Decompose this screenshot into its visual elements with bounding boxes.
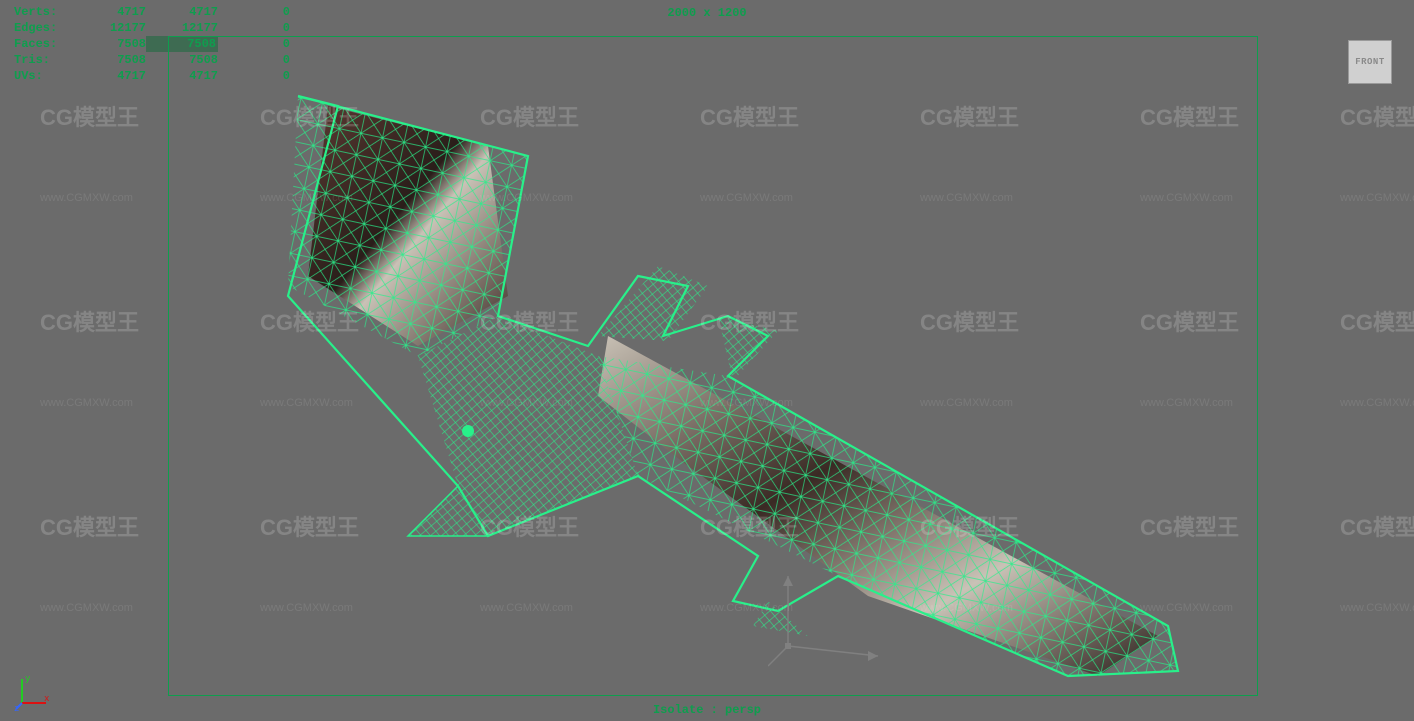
viewport-3d[interactable] <box>168 36 1258 696</box>
watermark-url: www.CGMXW.com <box>40 192 133 204</box>
watermark-logo: CG模型王 <box>1340 510 1414 542</box>
watermark-url: www.CGMXW.com <box>260 192 353 204</box>
watermark-logo: CG模型王 <box>920 510 1019 542</box>
watermark-logo: CG模型王 <box>260 510 359 542</box>
watermark-url: www.CGMXW.com <box>260 397 353 409</box>
axis-x-label: x <box>44 694 49 704</box>
watermark-logo: CG模型王 <box>260 305 359 337</box>
watermark-logo: CG模型王 <box>40 305 139 337</box>
watermark-url: www.CGMXW.com <box>260 602 353 614</box>
axis-orientation-gizmo[interactable]: y x z <box>14 673 52 711</box>
watermark-url: www.CGMXW.com <box>700 602 793 614</box>
watermark-logo: CG模型王 <box>1340 305 1414 337</box>
watermark-logo: CG模型王 <box>40 100 139 132</box>
watermark-url: www.CGMXW.com <box>40 397 133 409</box>
watermark-url: www.CGMXW.com <box>480 397 573 409</box>
transform-gizmo[interactable] <box>768 566 908 686</box>
watermark-logo: CG模型王 <box>480 510 579 542</box>
watermark-logo: CG模型王 <box>1140 510 1239 542</box>
watermark-url: www.CGMXW.com <box>1340 602 1414 614</box>
model-wireframe <box>168 36 1258 696</box>
watermark-url: www.CGMXW.com <box>40 602 133 614</box>
watermark-url: www.CGMXW.com <box>1340 192 1414 204</box>
watermark-url: www.CGMXW.com <box>920 192 1013 204</box>
watermark-url: www.CGMXW.com <box>1140 192 1233 204</box>
watermark-url: www.CGMXW.com <box>700 397 793 409</box>
axis-y-label: y <box>25 674 31 684</box>
watermark-logo: CG模型王 <box>700 510 799 542</box>
poly-stat-row: Edges:12177121770 <box>14 20 290 36</box>
watermark-url: www.CGMXW.com <box>1340 397 1414 409</box>
watermark-url: www.CGMXW.com <box>920 602 1013 614</box>
poly-stat-row: Verts:471747170 <box>14 4 290 20</box>
view-cube-face-label: FRONT <box>1355 57 1385 67</box>
watermark-logo: CG模型王 <box>260 100 359 132</box>
watermark-logo: CG模型王 <box>1140 100 1239 132</box>
watermark-logo: CG模型王 <box>920 100 1019 132</box>
watermark-url: www.CGMXW.com <box>700 192 793 204</box>
isolate-status-label: Isolate : persp <box>653 703 761 717</box>
axis-z-label: z <box>14 704 19 711</box>
watermark-url: www.CGMXW.com <box>480 192 573 204</box>
watermark-logo: CG模型王 <box>480 100 579 132</box>
watermark-url: www.CGMXW.com <box>920 397 1013 409</box>
watermark-url: www.CGMXW.com <box>1140 602 1233 614</box>
watermark-url: www.CGMXW.com <box>1140 397 1233 409</box>
watermark-logo: CG模型王 <box>480 305 579 337</box>
watermark-logo: CG模型王 <box>920 305 1019 337</box>
watermark-logo: CG模型王 <box>40 510 139 542</box>
watermark-logo: CG模型王 <box>1340 100 1414 132</box>
render-resolution-label: 2000 x 1200 <box>667 6 746 20</box>
view-cube[interactable]: FRONT <box>1348 40 1392 84</box>
watermark-logo: CG模型王 <box>700 305 799 337</box>
watermark-logo: CG模型王 <box>1140 305 1239 337</box>
watermark-logo: CG模型王 <box>700 100 799 132</box>
watermark-url: www.CGMXW.com <box>480 602 573 614</box>
